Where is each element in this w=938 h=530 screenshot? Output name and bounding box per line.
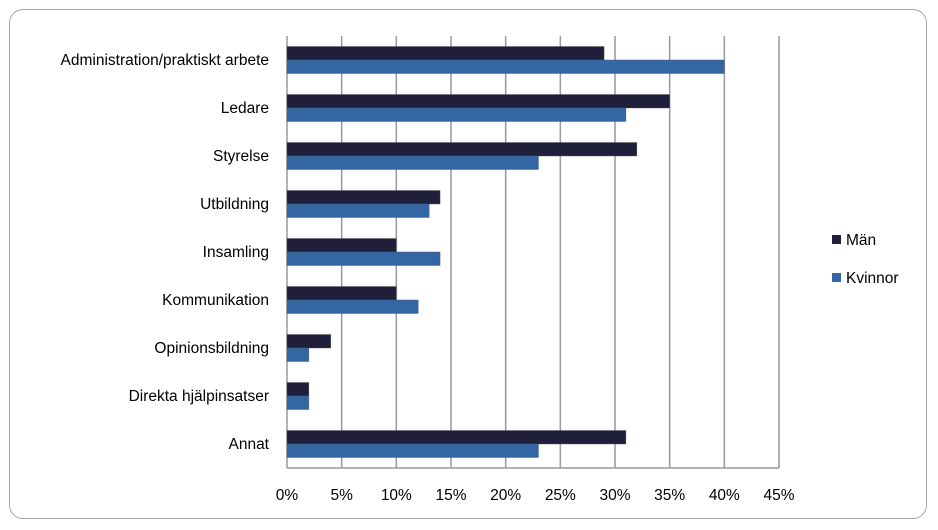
bar-mn-8 [286,430,627,445]
x-tick-label: 5% [330,487,353,504]
bar-mn-2 [286,142,638,157]
bar-mn-0 [286,46,605,61]
x-tick-label: 40% [709,487,740,504]
x-tick-label: 45% [763,487,794,504]
category-label: Styrelse [213,148,269,165]
bar-kvinnor-2 [286,155,539,170]
chart-frame [9,9,927,519]
category-label: Annat [228,436,269,453]
category-label: Administration/praktiskt arbete [61,52,269,69]
x-tick-label: 0% [276,487,299,504]
x-tick-label: 10% [381,487,412,504]
bar-mn-3 [286,190,441,205]
legend-label: Kvinnor [846,270,899,287]
bar-mn-6 [286,334,331,349]
x-tick-label: 15% [435,487,466,504]
bar-kvinnor-0 [286,59,725,74]
x-tick-label: 30% [599,487,630,504]
x-tick-label: 35% [654,487,685,504]
bar-kvinnor-8 [286,443,539,458]
bar-kvinnor-3 [286,203,430,218]
category-label: Insamling [203,244,269,261]
category-label: Direkta hjälpinsatser [129,388,269,405]
bar-kvinnor-1 [286,107,627,122]
bar-kvinnor-7 [286,395,310,410]
category-label: Opinionsbildning [154,340,269,357]
bar-mn-5 [286,286,397,301]
category-label: Kommunikation [162,292,269,309]
category-label: Utbildning [200,196,269,213]
bar-mn-4 [286,238,397,253]
bar-kvinnor-4 [286,251,441,266]
x-tick-label: 20% [490,487,521,504]
legend-swatch [832,273,841,282]
bar-kvinnor-6 [286,347,310,362]
legend-label: Män [846,232,876,249]
x-tick-label: 25% [545,487,576,504]
legend-swatch [832,235,841,244]
bar-kvinnor-5 [286,299,419,314]
category-label: Ledare [221,100,269,117]
bar-mn-1 [286,94,670,109]
bar-mn-7 [286,382,310,397]
